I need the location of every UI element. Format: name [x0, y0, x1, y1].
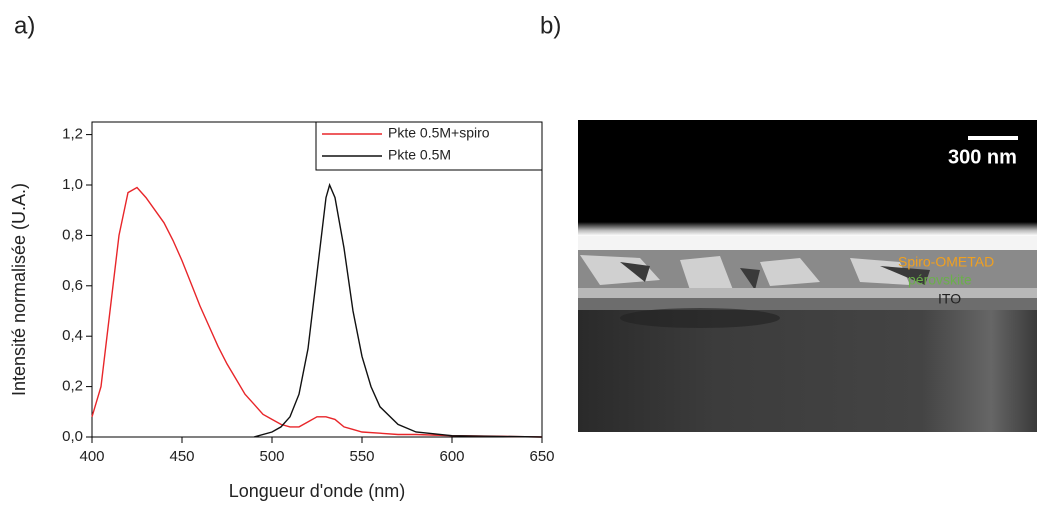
- panel-label: a): [14, 12, 35, 39]
- sem-image: [578, 120, 1037, 432]
- y-tick-label: 0,0: [62, 428, 83, 445]
- layer-label: pérovskite: [908, 272, 972, 288]
- x-axis-title: Longueur d'onde (nm): [229, 481, 406, 501]
- y-tick-label: 0,6: [62, 277, 83, 294]
- legend-label: Pkte 0.5M+spiro: [388, 125, 490, 141]
- y-tick-label: 1,0: [62, 176, 83, 193]
- x-tick-label: 400: [79, 448, 104, 465]
- y-tick-label: 0,4: [62, 327, 83, 344]
- panel-label: b): [540, 12, 561, 39]
- x-tick-label: 500: [259, 448, 284, 465]
- layer-label: Spiro-OMETAD: [898, 254, 994, 270]
- y-axis-title: Intensité normalisée (U.A.): [9, 183, 29, 396]
- legend-box: [315, 121, 543, 171]
- scale-label: 300 nm: [948, 146, 1017, 168]
- y-tick-label: 0,2: [62, 378, 83, 395]
- y-tick-label: 0,8: [62, 226, 83, 243]
- x-tick-label: 550: [349, 448, 374, 465]
- x-tick-label: 650: [529, 448, 554, 465]
- y-tick-label: 1,2: [62, 126, 83, 143]
- x-tick-label: 450: [169, 448, 194, 465]
- data-line: [253, 182, 543, 438]
- layer-label: ITO: [938, 291, 961, 307]
- legend-label: Pkte 0.5M: [388, 147, 451, 163]
- x-tick-label: 600: [439, 448, 464, 465]
- data-line: [91, 186, 543, 438]
